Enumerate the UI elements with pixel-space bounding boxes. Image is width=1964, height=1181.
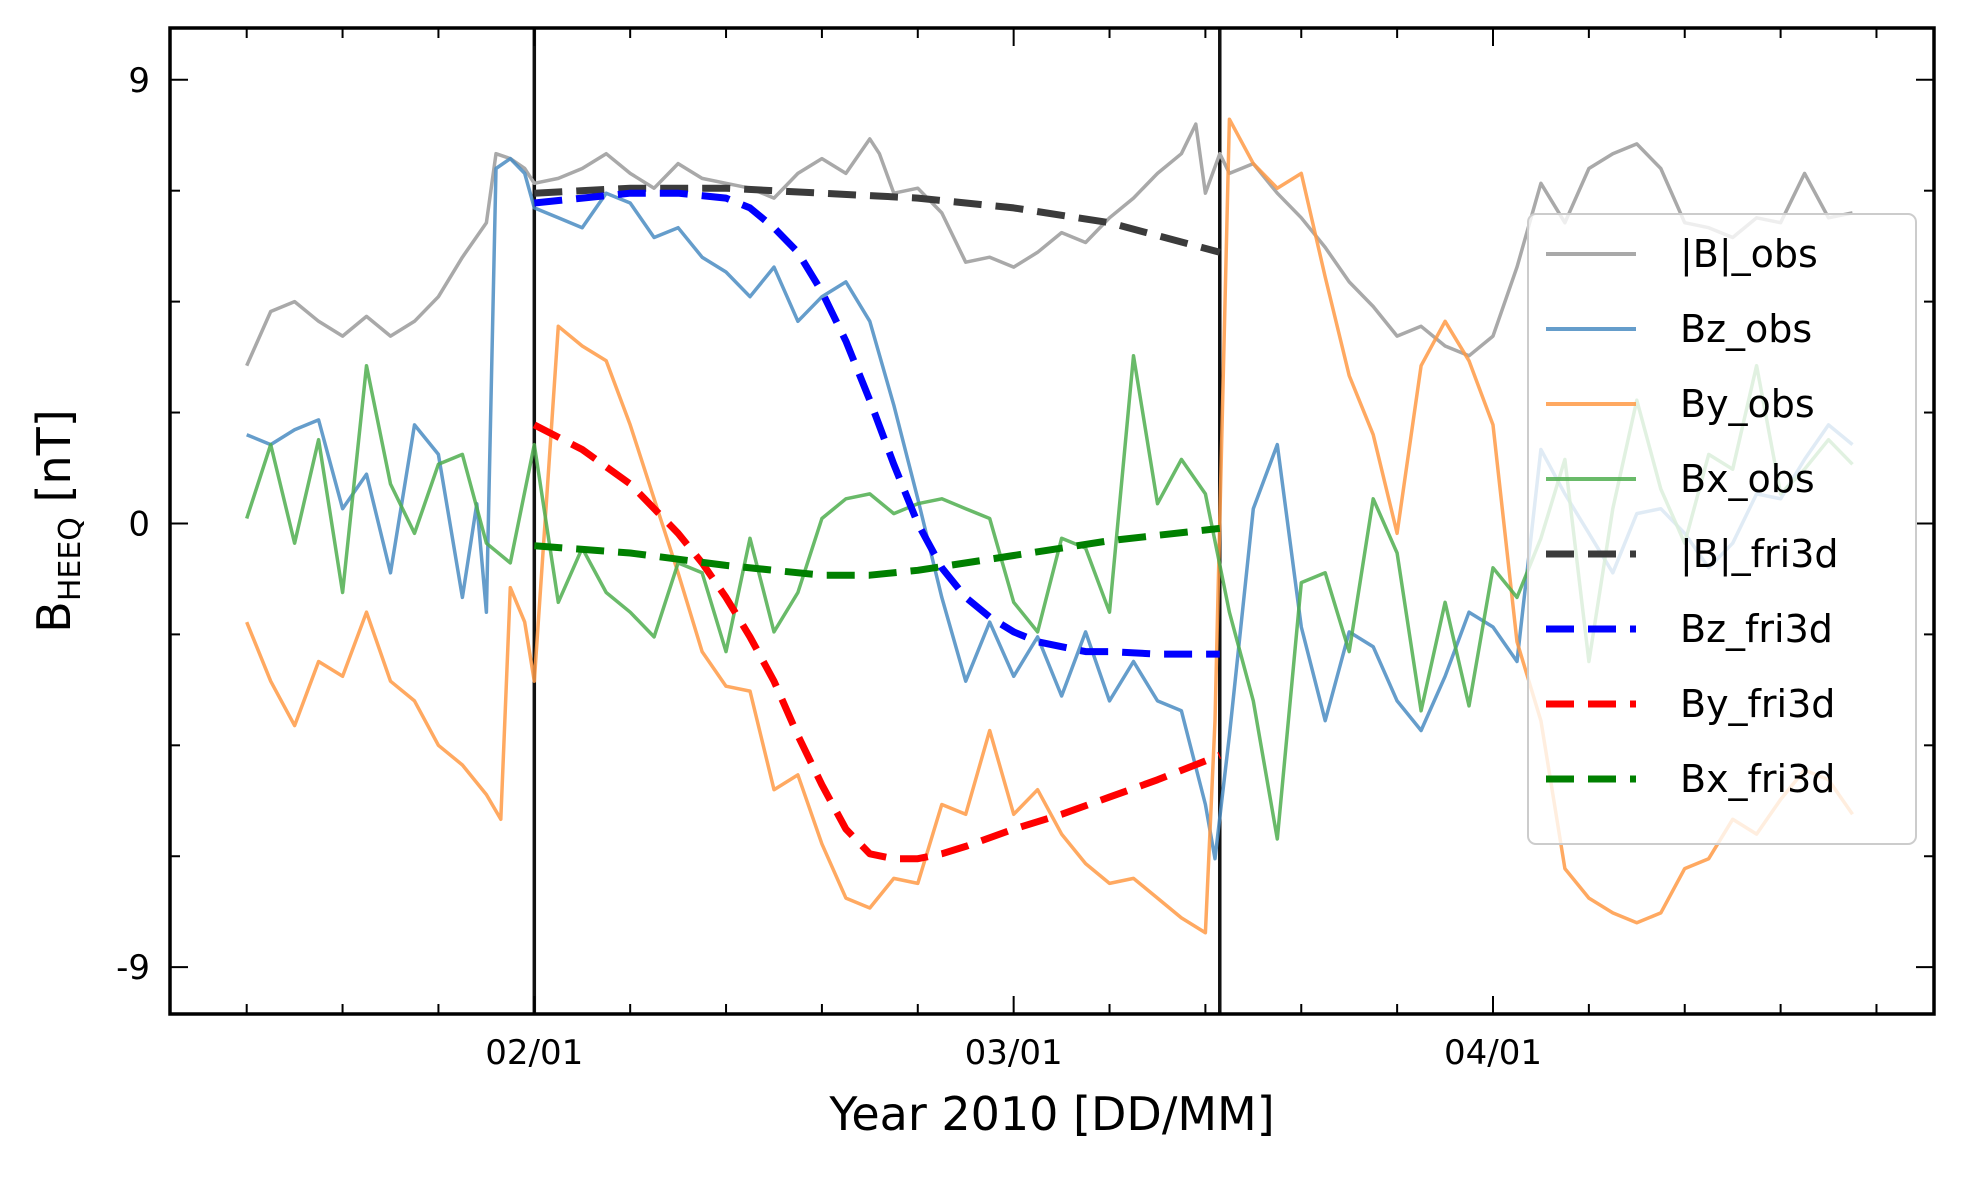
series-line--b-fri3d: [534, 184, 1221, 256]
legend-label: |B|_fri3d: [1680, 532, 1839, 577]
x-tick-label: 02/01: [485, 1033, 583, 1073]
y-axis-title-main: B: [27, 601, 81, 633]
y-axis-title-subscript: HEEQ: [53, 517, 88, 601]
legend-label: Bz_fri3d: [1680, 607, 1833, 651]
series-line-by-obs: [245, 117, 1854, 935]
x-axis-title: Year 2010 [DD/MM]: [828, 1087, 1274, 1141]
legend-box: [1527, 213, 1917, 845]
series-line-bx-fri3d: [534, 524, 1221, 579]
series-line-by-fri3d: [532, 421, 1222, 863]
x-tick-label: 03/01: [965, 1033, 1063, 1073]
legend-label: Bz_obs: [1680, 307, 1812, 351]
plot-frame: [168, 26, 1936, 1016]
legend-label: |B|_obs: [1680, 232, 1818, 277]
legend-label: By_fri3d: [1680, 682, 1835, 726]
y-tick-label: 9: [128, 61, 150, 101]
legend-label: By_obs: [1680, 382, 1815, 426]
y-axis-title-unit: [nT]: [27, 409, 81, 517]
legend-label: Bx_fri3d: [1680, 757, 1835, 801]
x-tick-label: 04/01: [1444, 1033, 1542, 1073]
y-tick-label: -9: [116, 948, 150, 988]
series-line-bz-fri3d: [533, 189, 1220, 658]
y-axis-title: BHEEQ [nT]: [27, 409, 88, 632]
y-tick-label: 0: [128, 504, 150, 544]
legend-label: Bx_obs: [1680, 457, 1815, 501]
